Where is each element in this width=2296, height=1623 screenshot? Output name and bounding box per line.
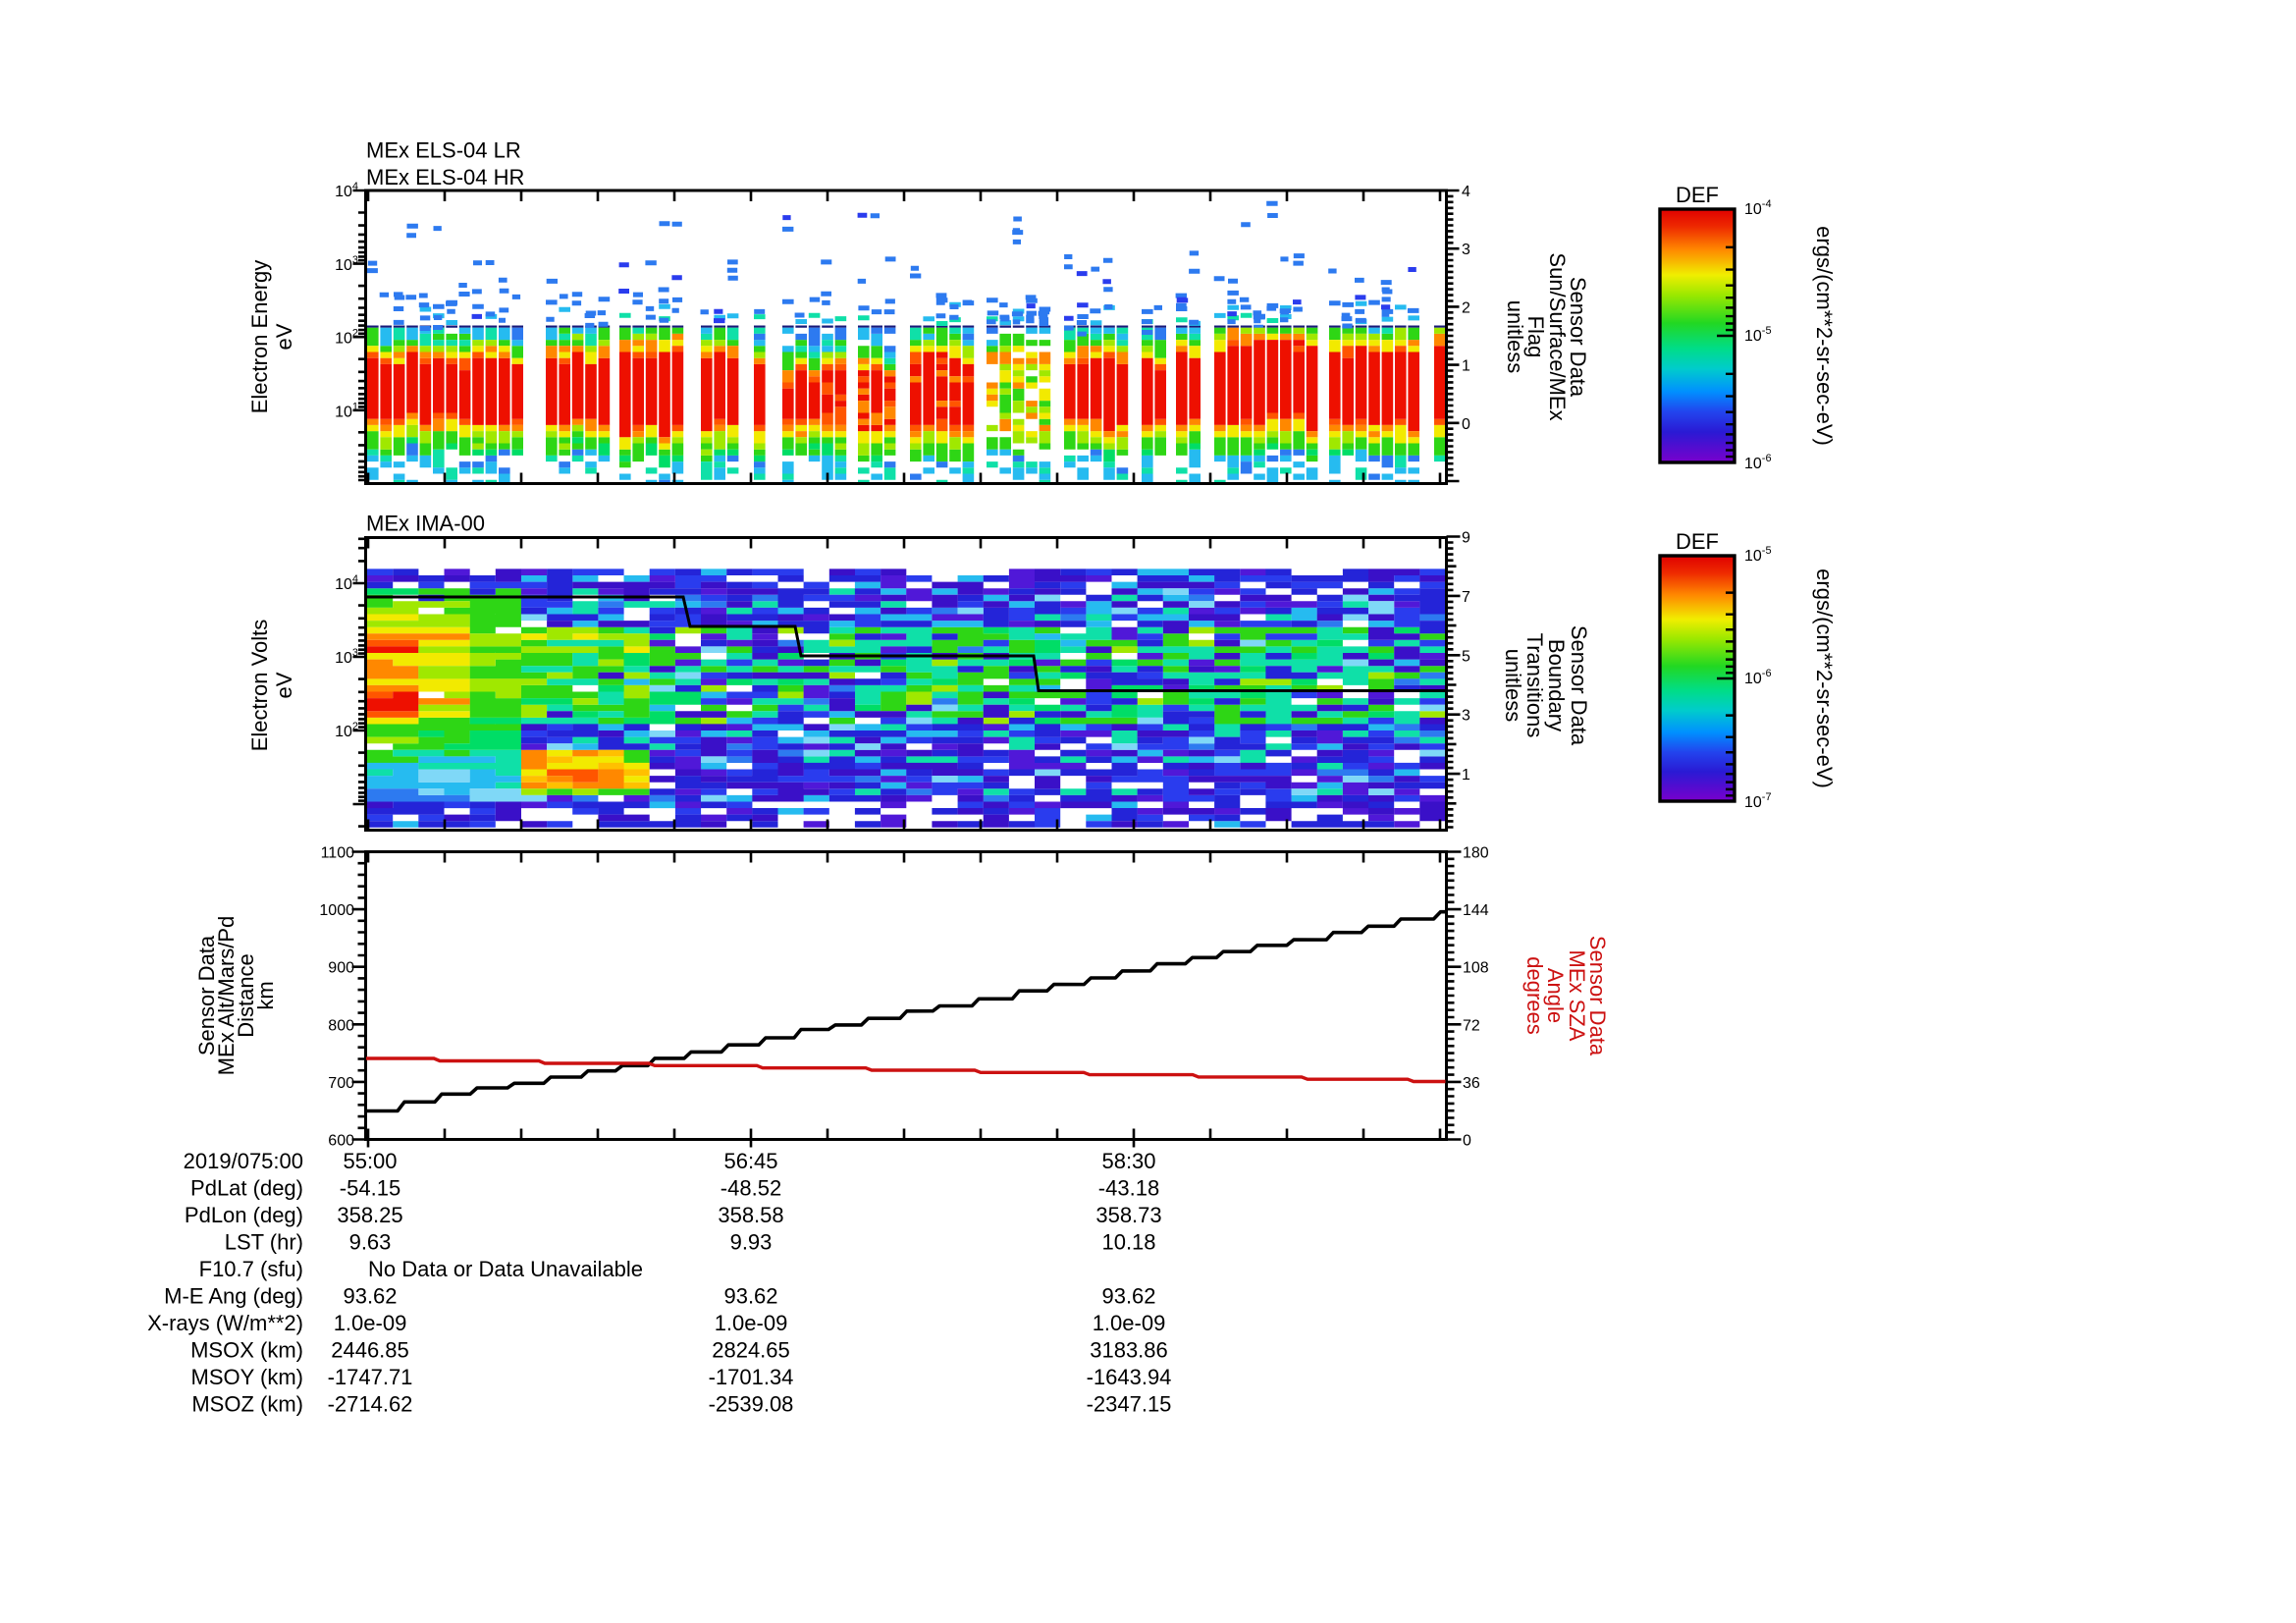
svg-text:180: 180 <box>1463 845 1489 862</box>
svg-text:4: 4 <box>1462 184 1470 200</box>
svg-text:Boundary: Boundary <box>1544 639 1569 731</box>
svg-text:58:30: 58:30 <box>1101 1149 1155 1173</box>
svg-text:2824.65: 2824.65 <box>712 1338 790 1363</box>
svg-text:MEx ELS-04 LR: MEx ELS-04 LR <box>366 138 521 163</box>
svg-text:Electron Volts: Electron Volts <box>247 620 272 752</box>
svg-text:km: km <box>253 981 278 1009</box>
svg-text:-1747.71: -1747.71 <box>328 1365 413 1389</box>
svg-text:MSOX (km): MSOX (km) <box>190 1338 303 1363</box>
svg-text:93.62: 93.62 <box>343 1284 397 1309</box>
svg-text:Sensor Data: Sensor Data <box>1566 277 1590 398</box>
svg-text:1: 1 <box>1462 358 1470 375</box>
svg-text:3: 3 <box>1462 708 1470 725</box>
svg-text:7: 7 <box>1462 589 1470 606</box>
svg-text:9.63: 9.63 <box>349 1230 392 1255</box>
svg-text:93.62: 93.62 <box>723 1284 777 1309</box>
svg-text:ergs/(cm**2-sr-sec-eV): ergs/(cm**2-sr-sec-eV) <box>1812 568 1837 788</box>
svg-text:Sensor Data: Sensor Data <box>1585 936 1610 1056</box>
svg-text:unitless: unitless <box>1503 300 1527 374</box>
svg-text:3183.86: 3183.86 <box>1090 1338 1168 1363</box>
svg-text:MEx SZA: MEx SZA <box>1565 950 1589 1042</box>
svg-text:358.73: 358.73 <box>1095 1203 1161 1227</box>
svg-text:Angle: Angle <box>1543 968 1568 1023</box>
svg-text:72: 72 <box>1463 1017 1480 1034</box>
svg-text:unitless: unitless <box>1501 649 1525 723</box>
svg-text:108: 108 <box>1463 960 1489 977</box>
svg-text:Electron Energy: Electron Energy <box>247 260 272 414</box>
svg-text:F10.7 (sfu): F10.7 (sfu) <box>199 1257 303 1281</box>
svg-text:MEx Alt/Mars/Pd: MEx Alt/Mars/Pd <box>214 916 239 1076</box>
svg-text:MSOY (km): MSOY (km) <box>191 1365 303 1389</box>
svg-text:1.0e-09: 1.0e-09 <box>334 1311 407 1335</box>
svg-text:144: 144 <box>1463 902 1489 919</box>
svg-text:1.0e-09: 1.0e-09 <box>1093 1311 1166 1335</box>
svg-text:2019/075:00: 2019/075:00 <box>184 1149 303 1173</box>
svg-text:1100: 1100 <box>321 845 355 862</box>
svg-text:Sun/Surface/MEx: Sun/Surface/MEx <box>1545 252 1570 420</box>
svg-text:2446.85: 2446.85 <box>331 1338 409 1363</box>
svg-text:eV: eV <box>272 672 296 698</box>
svg-text:0: 0 <box>1462 416 1470 433</box>
svg-text:Sensor Data: Sensor Data <box>1567 625 1591 746</box>
svg-text:LST (hr): LST (hr) <box>225 1230 303 1255</box>
svg-text:degrees: degrees <box>1522 956 1547 1035</box>
svg-text:Flag: Flag <box>1523 316 1548 358</box>
svg-text:-2714.62: -2714.62 <box>328 1392 413 1417</box>
svg-text:93.62: 93.62 <box>1101 1284 1155 1309</box>
svg-text:Distance: Distance <box>234 953 258 1038</box>
svg-text:X-rays (W/m**2): X-rays (W/m**2) <box>147 1311 303 1335</box>
svg-text:900: 900 <box>328 960 354 977</box>
svg-text:DEF: DEF <box>1676 183 1719 207</box>
svg-text:800: 800 <box>328 1017 354 1034</box>
svg-text:Sensor Data: Sensor Data <box>194 935 219 1055</box>
svg-text:0: 0 <box>1463 1133 1471 1150</box>
svg-text:9.93: 9.93 <box>730 1230 773 1255</box>
svg-text:600: 600 <box>328 1133 354 1150</box>
svg-text:5: 5 <box>1462 648 1470 665</box>
svg-text:-48.52: -48.52 <box>721 1176 781 1201</box>
svg-text:2: 2 <box>1462 299 1470 316</box>
svg-text:MSOZ (km): MSOZ (km) <box>191 1392 303 1417</box>
svg-text:ergs/(cm**2-sr-sec-eV): ergs/(cm**2-sr-sec-eV) <box>1812 226 1837 446</box>
svg-text:700: 700 <box>328 1075 354 1092</box>
svg-text:DEF: DEF <box>1676 529 1719 554</box>
svg-text:-2539.08: -2539.08 <box>709 1392 794 1417</box>
svg-text:No Data or Data Unavailable: No Data or Data Unavailable <box>368 1257 643 1281</box>
svg-text:3: 3 <box>1462 242 1470 258</box>
svg-text:eV: eV <box>272 323 296 350</box>
svg-text:PdLon (deg): PdLon (deg) <box>185 1203 303 1227</box>
svg-text:56:45: 56:45 <box>723 1149 777 1173</box>
svg-text:-2347.15: -2347.15 <box>1087 1392 1172 1417</box>
svg-text:1000: 1000 <box>319 902 354 919</box>
svg-text:-54.15: -54.15 <box>340 1176 400 1201</box>
svg-text:-1701.34: -1701.34 <box>709 1365 794 1389</box>
svg-text:1: 1 <box>1462 767 1470 784</box>
svg-text:9: 9 <box>1462 530 1470 547</box>
svg-text:PdLat (deg): PdLat (deg) <box>190 1176 303 1201</box>
svg-text:MEx ELS-04 HR: MEx ELS-04 HR <box>366 165 524 189</box>
svg-text:1.0e-09: 1.0e-09 <box>715 1311 788 1335</box>
svg-text:-43.18: -43.18 <box>1098 1176 1159 1201</box>
svg-text:-1643.94: -1643.94 <box>1087 1365 1172 1389</box>
svg-text:36: 36 <box>1463 1075 1480 1092</box>
svg-text:M-E Ang (deg): M-E Ang (deg) <box>164 1284 303 1309</box>
svg-text:55:00: 55:00 <box>343 1149 397 1173</box>
svg-text:10.18: 10.18 <box>1101 1230 1155 1255</box>
svg-text:MEx IMA-00: MEx IMA-00 <box>366 512 485 536</box>
svg-text:358.25: 358.25 <box>337 1203 402 1227</box>
svg-text:Transitions: Transitions <box>1522 633 1547 738</box>
svg-text:358.58: 358.58 <box>718 1203 783 1227</box>
